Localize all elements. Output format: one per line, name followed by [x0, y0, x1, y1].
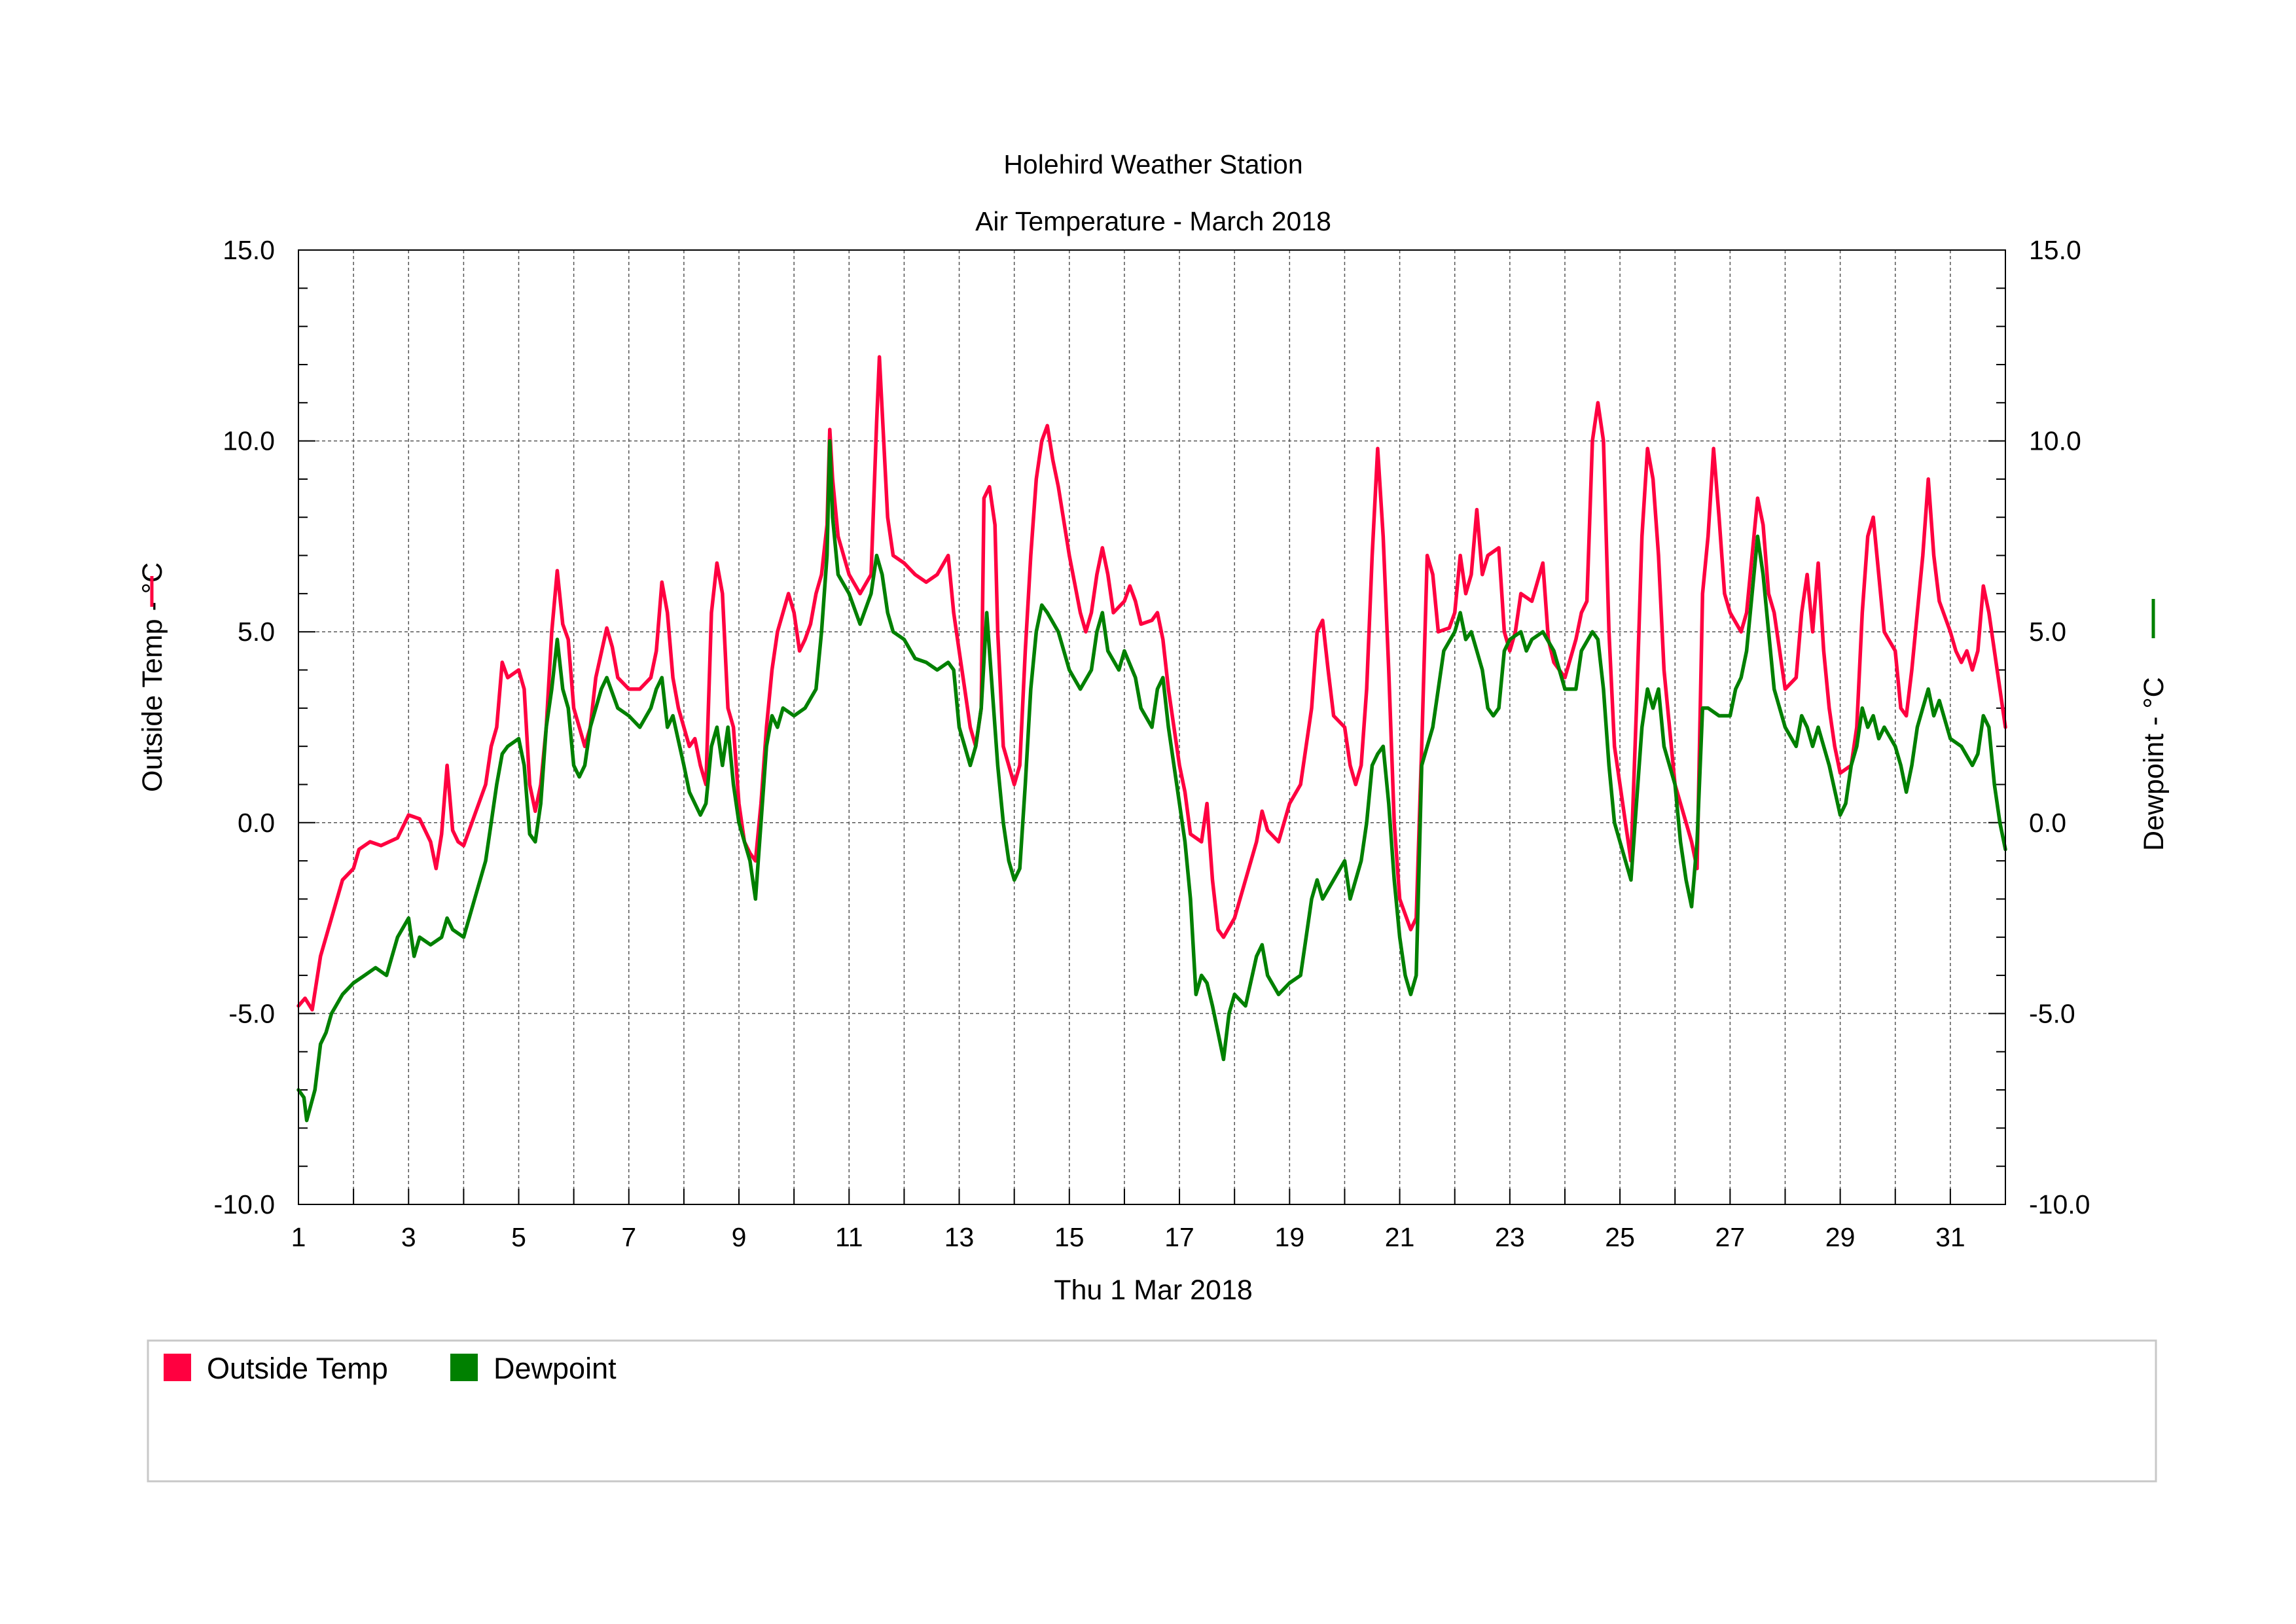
y-tick-label-left: 5.0 [238, 617, 275, 647]
y-axis-right-title: Dewpoint - °C [2138, 599, 2170, 851]
y-tick-label-right: 15.0 [2029, 235, 2081, 265]
chart-subtitle: Air Temperature - March 2018 [975, 206, 1331, 236]
y-tick-label-right: 0.0 [2029, 808, 2066, 838]
x-tick-label: 7 [621, 1222, 636, 1252]
y-tick-label-right: -10.0 [2029, 1189, 2090, 1219]
legend-swatch-dewpoint [450, 1354, 478, 1381]
chart-title: Holehird Weather Station [1003, 149, 1302, 179]
x-tick-label: 13 [944, 1222, 975, 1252]
y-tick-label-left: 10.0 [223, 426, 275, 456]
x-tick-label: 17 [1164, 1222, 1194, 1252]
x-tick-label: 9 [732, 1222, 747, 1252]
x-axis-title: Thu 1 Mar 2018 [1054, 1274, 1253, 1306]
legend-swatch-outside-temp [164, 1354, 191, 1381]
y-tick-label-right: 5.0 [2029, 617, 2066, 647]
x-tick-label: 21 [1385, 1222, 1415, 1252]
y-tick-label-right: 10.0 [2029, 426, 2081, 456]
x-axis-labels: 1 3 5 7 9 11 13 15 17 19 21 23 25 27 29 31 [291, 1222, 1965, 1252]
x-tick-label: 3 [401, 1222, 416, 1252]
x-tick-label: 1 [291, 1222, 306, 1252]
x-tick-label: 23 [1495, 1222, 1525, 1252]
y-axis-left-title: Outside Temp - °C [137, 562, 168, 792]
legend-label-outside-temp: Outside Temp [207, 1352, 388, 1385]
y-axis-right-labels: 15.0 10.0 5.0 0.0 -5.0 -10.0 [2029, 235, 2090, 1219]
plot-frame [298, 249, 2006, 1205]
x-tick-label: 31 [1935, 1222, 1965, 1252]
y-tick-label-left: -10.0 [214, 1189, 275, 1219]
legend-label-dewpoint: Dewpoint [493, 1352, 617, 1385]
series-lines [296, 355, 2007, 1123]
x-tick-label: 11 [835, 1222, 863, 1252]
x-tick-label: 29 [1825, 1222, 1856, 1252]
x-tick-label: 27 [1715, 1222, 1746, 1252]
y-tick-label-left: -5.0 [228, 998, 275, 1028]
grid-lines [298, 250, 2005, 1204]
series-line-dewpoint [296, 439, 2007, 1123]
y-tick-label-left: 15.0 [223, 235, 275, 265]
axis-ticks [298, 249, 2005, 1205]
x-tick-label: 5 [511, 1222, 526, 1252]
series-line-outside-temp [296, 355, 2007, 1012]
legend-box [147, 1339, 2157, 1483]
y-tick-label-right: -5.0 [2029, 998, 2075, 1028]
y-tick-label-left: 0.0 [238, 808, 275, 838]
y-axis-left-labels: 15.0 10.0 5.0 0.0 -5.0 -10.0 [214, 235, 275, 1219]
y-axis-right-title-text: Dewpoint - °C [2138, 677, 2170, 851]
x-tick-label: 19 [1275, 1222, 1305, 1252]
x-tick-label: 25 [1605, 1222, 1635, 1252]
x-tick-label: 15 [1054, 1222, 1085, 1252]
